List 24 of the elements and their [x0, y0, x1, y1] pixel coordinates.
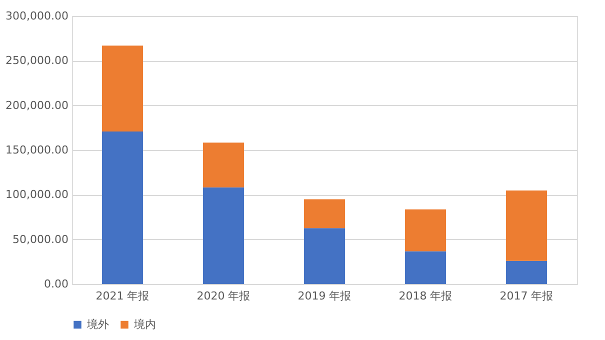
y-tick-label: 200,000.00 — [6, 98, 68, 112]
y-tick-label: 300,000.00 — [6, 10, 68, 22]
y-tick-label: 250,000.00 — [6, 54, 68, 68]
bar — [405, 251, 446, 284]
x-tick-label: 2018 年报 — [398, 290, 452, 302]
bar — [506, 190, 547, 261]
y-tick-label: 50,000.00 — [12, 232, 68, 246]
y-tick-label: 0.00 — [44, 278, 68, 290]
legend-label: 境内 — [133, 318, 156, 331]
bar — [102, 132, 143, 284]
y-tick-label: 100,000.00 — [6, 188, 68, 202]
legend-label: 境外 — [86, 318, 109, 331]
x-tick-label: 2021 年报 — [96, 290, 150, 302]
x-tick-label: 2019 年报 — [298, 290, 352, 302]
bar — [405, 209, 446, 252]
bar — [102, 46, 143, 132]
bar — [203, 142, 244, 188]
y-tick-label: 150,000.00 — [6, 144, 68, 156]
bar — [304, 228, 345, 284]
x-tick-label: 2017 年报 — [500, 290, 554, 302]
bar — [506, 260, 547, 284]
bar — [304, 199, 345, 228]
x-tick-label: 2020 年报 — [196, 290, 250, 302]
bar — [203, 187, 244, 284]
